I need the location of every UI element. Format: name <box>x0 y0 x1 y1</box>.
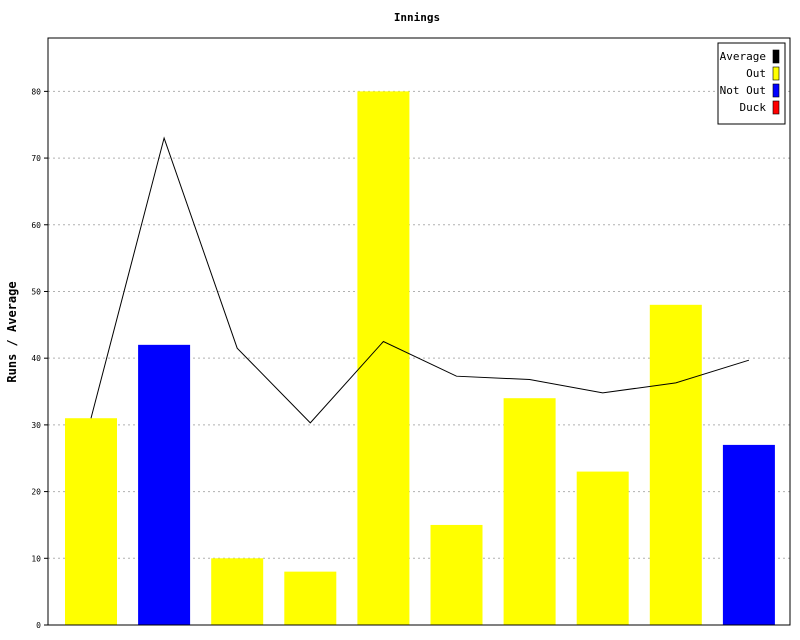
legend-label-duck: Duck <box>740 101 767 114</box>
bar-innings-5 <box>357 91 410 625</box>
legend-label-average: Average <box>720 50 766 63</box>
y-tick-label-80: 80 <box>31 87 41 96</box>
y-tick-label-40: 40 <box>31 354 41 363</box>
bar-innings-3 <box>211 558 264 625</box>
y-tick-label-70: 70 <box>31 154 41 163</box>
average-line-group <box>90 136 750 424</box>
y-tick-label-0: 0 <box>36 621 41 630</box>
bar-innings-9 <box>649 304 702 625</box>
axes <box>47 37 791 626</box>
bar-innings-2 <box>138 344 191 625</box>
bar-innings-7 <box>503 398 556 625</box>
bar-innings-10 <box>722 444 775 625</box>
y-tick-label-60: 60 <box>31 221 41 230</box>
y-tick-label-20: 20 <box>31 488 41 497</box>
legend-label-out: Out <box>746 67 766 80</box>
y-tick-label-30: 30 <box>31 421 41 430</box>
average-line <box>90 136 750 424</box>
chart-title: Innings <box>394 11 440 24</box>
bar-innings-8 <box>576 471 629 625</box>
y-ticks: 0 10 20 30 40 50 60 70 80 <box>31 87 48 630</box>
bars-group <box>65 91 775 625</box>
legend-swatch-not-out <box>772 83 780 98</box>
legend-swatch-average <box>772 49 780 64</box>
legend-swatch-out <box>772 66 780 81</box>
bar-innings-6 <box>430 524 483 625</box>
bar-innings-4 <box>284 571 337 625</box>
bar-innings-1 <box>65 418 117 625</box>
y-axis-label: Runs / Average <box>5 281 19 382</box>
plot-frame <box>47 37 791 626</box>
legend: Average Out Not Out Duck <box>717 42 786 125</box>
y-tick-label-50: 50 <box>31 287 41 296</box>
legend-label-not-out: Not Out <box>720 84 766 97</box>
legend-swatch-duck <box>772 100 780 115</box>
y-tick-label-10: 10 <box>31 554 41 563</box>
